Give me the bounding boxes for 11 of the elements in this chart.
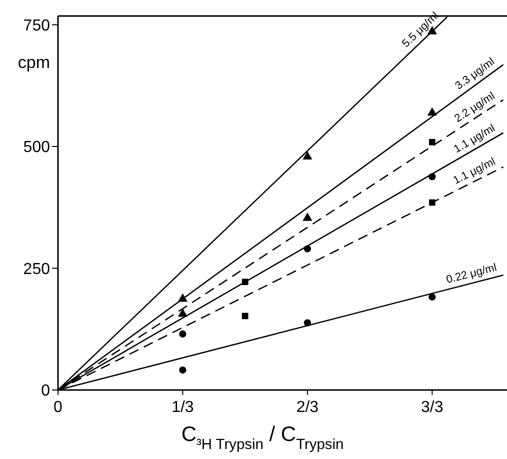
x-tick-label: 1/3: [172, 399, 194, 416]
x-tick-label: 0: [54, 399, 63, 416]
y-tick-label: 750: [23, 17, 50, 34]
y-axis-title: cpm: [18, 53, 50, 72]
y-tick-label: 250: [23, 260, 50, 278]
x-axis-title: C$_{³H Trypsin}$ / C$_{Trypsin}$: [181, 423, 344, 453]
text: 0.22 μg/ml: [445, 262, 498, 286]
x-tick-label: 3/3: [421, 399, 444, 416]
x-tick-label: 2/3: [296, 399, 319, 416]
y-tick-label: 500: [23, 139, 50, 156]
y-tick-label: 0: [41, 382, 50, 400]
